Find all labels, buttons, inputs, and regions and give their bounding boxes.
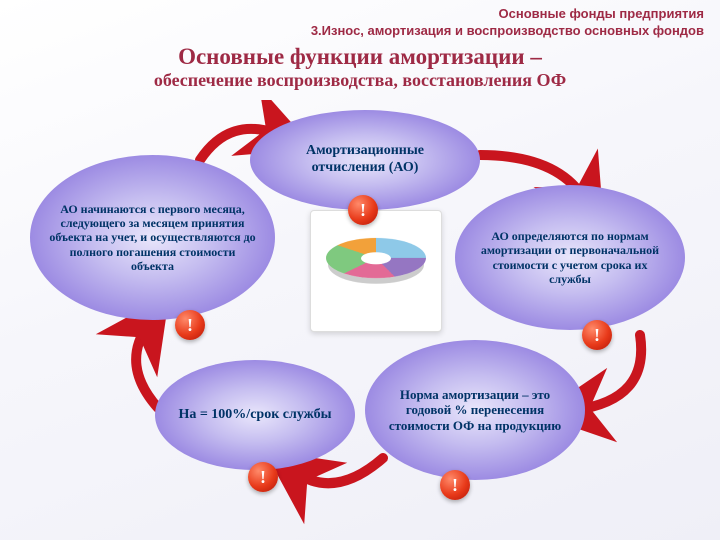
- diagram-canvas: Амортизационные отчисления (АО)! АО опред…: [0, 100, 720, 540]
- slide-title: Основные функции амортизации –: [0, 40, 720, 70]
- attention-badge: !: [248, 462, 278, 492]
- concept-node-text: На = 100%/срок службы: [178, 407, 331, 424]
- concept-node-text: АО начинаются с первого месяца, следующе…: [48, 202, 257, 274]
- concept-node-text: Норма амортизации – это годовой % перене…: [383, 387, 567, 434]
- pie-icon: [326, 238, 426, 278]
- attention-badge: !: [582, 320, 612, 350]
- concept-node-n3: Норма амортизации – это годовой % перене…: [365, 340, 585, 480]
- attention-badge: !: [440, 470, 470, 500]
- slide: Основные фонды предприятия 3.Износ, амор…: [0, 0, 720, 540]
- concept-node-n2: АО определяются по нормам амортизации от…: [455, 185, 685, 330]
- cycle-arrow: [295, 458, 383, 483]
- concept-node-n4: На = 100%/срок службы: [155, 360, 355, 470]
- cycle-arrow: [136, 325, 158, 408]
- header-line-2: 3.Износ, амортизация и воспроизводство о…: [0, 23, 720, 40]
- concept-node-text: АО определяются по нормам амортизации от…: [473, 229, 667, 287]
- concept-node-n5: АО начинаются с первого месяца, следующе…: [30, 155, 275, 320]
- header-line-1: Основные фонды предприятия: [0, 0, 720, 23]
- center-pie-chart: [310, 210, 442, 332]
- attention-badge: !: [348, 195, 378, 225]
- slide-subtitle: обеспечение воспроизводства, восстановле…: [0, 70, 720, 97]
- attention-badge: !: [175, 310, 205, 340]
- cycle-arrow: [575, 335, 641, 410]
- concept-node-text: Амортизационные отчисления (АО): [268, 143, 462, 177]
